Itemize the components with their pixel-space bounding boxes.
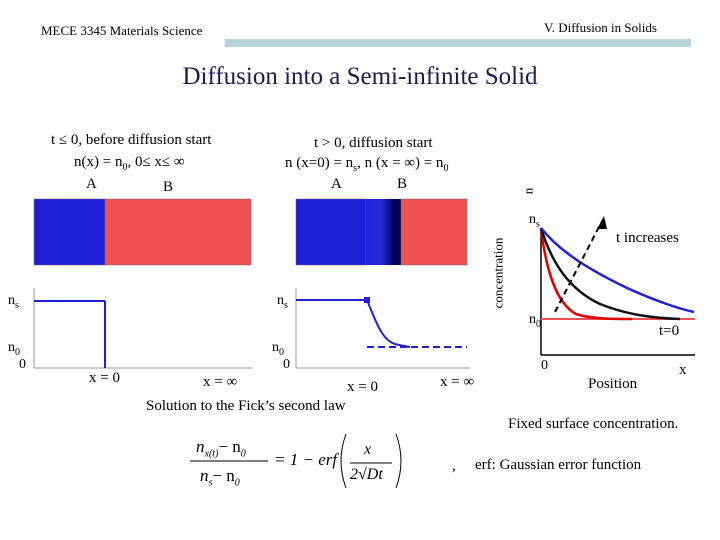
middle-diffusion-zone	[366, 199, 401, 265]
erf-note: erf: Gaussian error function	[475, 457, 642, 473]
position-label: Position	[588, 376, 638, 392]
formula-arg-numerator: x	[364, 441, 372, 458]
middle-n0-label: n0	[272, 340, 284, 358]
left-xinf-label: x = ∞	[203, 374, 238, 390]
formula-close-paren	[395, 433, 402, 489]
middle-condition-line1: t > 0, diffusion start	[314, 135, 433, 151]
left-n0-label: n0	[8, 340, 20, 358]
solution-label: Solution to the Fick’s second law	[146, 398, 346, 414]
right-ns-label: ns	[529, 212, 540, 230]
right-n0-label: n0	[529, 312, 541, 330]
middle-condition-line2: n (x=0) = ns, n (x = ∞) = n0	[285, 155, 449, 174]
formula-lhs-denominator: ns− n0	[200, 466, 240, 489]
course-label: MECE 3345 Materials Science	[41, 23, 203, 38]
formula-arg-denominator: 2√Dt	[350, 466, 383, 483]
right-ylabel-n: n	[520, 187, 536, 195]
header-bar	[225, 39, 691, 47]
left-label-b: B	[163, 179, 174, 195]
t-increases-arrowhead	[597, 216, 607, 229]
left-solid-a	[33, 198, 106, 266]
middle-label-b: B	[397, 176, 408, 192]
page-title: Diffusion into a Semi-infinite Solid	[182, 63, 538, 90]
formula-equals-erf: = 1 − erf	[274, 450, 338, 469]
right-ylabel: concentration	[490, 237, 506, 309]
fixed-surface-caption: Fixed surface concentration.	[508, 416, 679, 432]
left-x0-label: x = 0	[89, 370, 120, 386]
middle-concentration-curve	[366, 299, 411, 348]
right-zero-label: 0	[541, 358, 548, 373]
right-x-label: x	[679, 362, 687, 378]
erf-note-comma: ,	[452, 458, 456, 474]
left-condition-line1: t ≤ 0, before diffusion start	[51, 132, 212, 148]
middle-zero-label: 0	[283, 357, 290, 372]
left-ns-label: ns	[8, 293, 19, 311]
right-curve-blue	[540, 227, 695, 314]
formula-lhs-numerator: nx(t)− n0	[196, 437, 246, 460]
formula-open-paren	[340, 433, 347, 489]
middle-xinf-label: x = ∞	[440, 374, 475, 390]
left-zero-label: 0	[19, 357, 26, 372]
left-label-a: A	[86, 176, 97, 192]
t-increases-arrow	[554, 222, 602, 313]
middle-label-a: A	[331, 176, 342, 192]
middle-solid-a	[295, 198, 367, 266]
t-increases-label: t increases	[616, 230, 679, 246]
t0-label: t=0	[659, 323, 680, 339]
middle-ns-label: ns	[277, 293, 288, 311]
left-condition-line2: n(x) = n0, 0≤ x≤ ∞	[74, 154, 185, 173]
middle-solid-b	[400, 198, 468, 266]
right-curve-black	[539, 227, 681, 321]
chapter-label: V. Diffusion in Solids	[544, 20, 657, 35]
middle-x0-label: x = 0	[347, 379, 378, 395]
left-solid-b	[104, 198, 252, 266]
right-curve-red	[539, 227, 633, 321]
